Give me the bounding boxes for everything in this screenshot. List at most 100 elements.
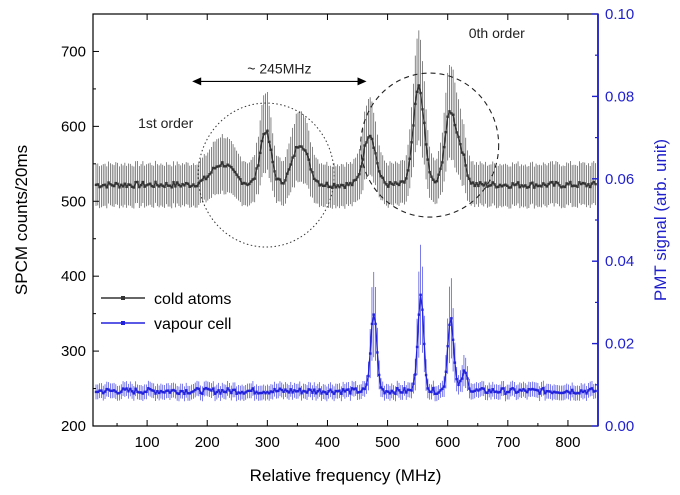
data-point bbox=[487, 388, 491, 392]
data-point bbox=[394, 392, 397, 396]
data-point bbox=[538, 392, 541, 395]
data-point bbox=[570, 388, 574, 392]
data-point bbox=[157, 185, 161, 188]
data-point bbox=[305, 152, 309, 156]
data-point bbox=[311, 391, 314, 394]
data-point bbox=[446, 344, 449, 348]
data-point bbox=[560, 186, 563, 189]
data-point bbox=[248, 389, 251, 392]
data-point bbox=[498, 390, 502, 394]
data-point bbox=[138, 391, 141, 394]
data-point bbox=[567, 390, 570, 394]
data-point bbox=[266, 129, 269, 133]
data-point bbox=[365, 383, 368, 386]
data-point bbox=[327, 390, 330, 393]
x-tick-label: 600 bbox=[435, 434, 460, 451]
data-point bbox=[399, 391, 403, 394]
data-point bbox=[493, 183, 496, 186]
data-point bbox=[417, 84, 421, 87]
data-point bbox=[403, 387, 406, 390]
data-point bbox=[464, 164, 467, 167]
data-point bbox=[275, 178, 278, 181]
data-point bbox=[291, 391, 294, 394]
data-point bbox=[276, 389, 280, 393]
data-point bbox=[506, 390, 509, 394]
data-point bbox=[186, 182, 190, 185]
data-point bbox=[401, 391, 404, 394]
data-point bbox=[293, 154, 296, 157]
data-point bbox=[204, 177, 208, 181]
data-point bbox=[255, 167, 258, 170]
data-point bbox=[285, 389, 289, 393]
circle-layer bbox=[197, 72, 500, 248]
data-point bbox=[228, 164, 231, 168]
data-point bbox=[123, 388, 127, 391]
data-point bbox=[466, 174, 469, 177]
data-point bbox=[552, 390, 556, 393]
data-point bbox=[154, 180, 157, 184]
data-point bbox=[396, 387, 399, 390]
data-point bbox=[522, 387, 525, 391]
data-point bbox=[262, 390, 265, 394]
data-point bbox=[531, 181, 534, 184]
data-point bbox=[206, 387, 210, 391]
data-point bbox=[442, 385, 446, 388]
data-point bbox=[567, 183, 570, 186]
data-point bbox=[325, 392, 329, 396]
data-point bbox=[408, 388, 412, 392]
data-point bbox=[569, 180, 572, 184]
data-point bbox=[309, 388, 312, 392]
data-point bbox=[460, 151, 464, 154]
data-point bbox=[358, 172, 361, 176]
data-point bbox=[372, 146, 375, 149]
data-point bbox=[231, 388, 235, 392]
data-point bbox=[358, 390, 361, 394]
data-point bbox=[491, 388, 494, 391]
data-point bbox=[248, 182, 251, 186]
data-point bbox=[208, 172, 211, 176]
data-point bbox=[181, 390, 184, 393]
data-point bbox=[165, 389, 168, 393]
data-point bbox=[383, 392, 386, 395]
data-point bbox=[311, 171, 314, 174]
data-point bbox=[271, 160, 274, 164]
data-point bbox=[350, 387, 354, 390]
data-point bbox=[587, 183, 590, 186]
data-point bbox=[495, 186, 498, 189]
data-point bbox=[118, 391, 121, 395]
data-point bbox=[536, 184, 540, 188]
data-point bbox=[549, 181, 552, 184]
data-point bbox=[102, 183, 105, 187]
data-point bbox=[192, 390, 195, 393]
data-point bbox=[426, 158, 430, 161]
data-point bbox=[406, 388, 410, 391]
data-point bbox=[415, 90, 419, 94]
data-point bbox=[347, 388, 350, 391]
x-axis-label: Relative frequency (MHz) bbox=[250, 466, 442, 485]
data-point bbox=[486, 391, 489, 395]
data-point bbox=[513, 183, 516, 187]
data-point bbox=[136, 180, 139, 184]
data-point bbox=[269, 390, 273, 393]
data-point bbox=[388, 392, 392, 395]
data-point bbox=[161, 184, 164, 188]
data-point bbox=[258, 391, 262, 395]
data-point bbox=[368, 352, 372, 355]
data-point bbox=[585, 184, 588, 188]
legend-marker-vapour-cell bbox=[121, 321, 125, 325]
data-point bbox=[448, 323, 451, 327]
data-point bbox=[219, 164, 222, 167]
y2-tick-label: 0.10 bbox=[605, 6, 634, 23]
data-point bbox=[585, 392, 588, 395]
data-point bbox=[203, 175, 206, 179]
data-point bbox=[588, 387, 592, 391]
data-point bbox=[460, 377, 464, 380]
data-point bbox=[424, 143, 428, 146]
data-point bbox=[341, 388, 345, 391]
data-point bbox=[385, 390, 388, 393]
data-point bbox=[468, 177, 471, 181]
data-point bbox=[527, 387, 531, 391]
data-point bbox=[132, 392, 136, 395]
data-point bbox=[170, 389, 173, 392]
data-point bbox=[143, 390, 146, 394]
